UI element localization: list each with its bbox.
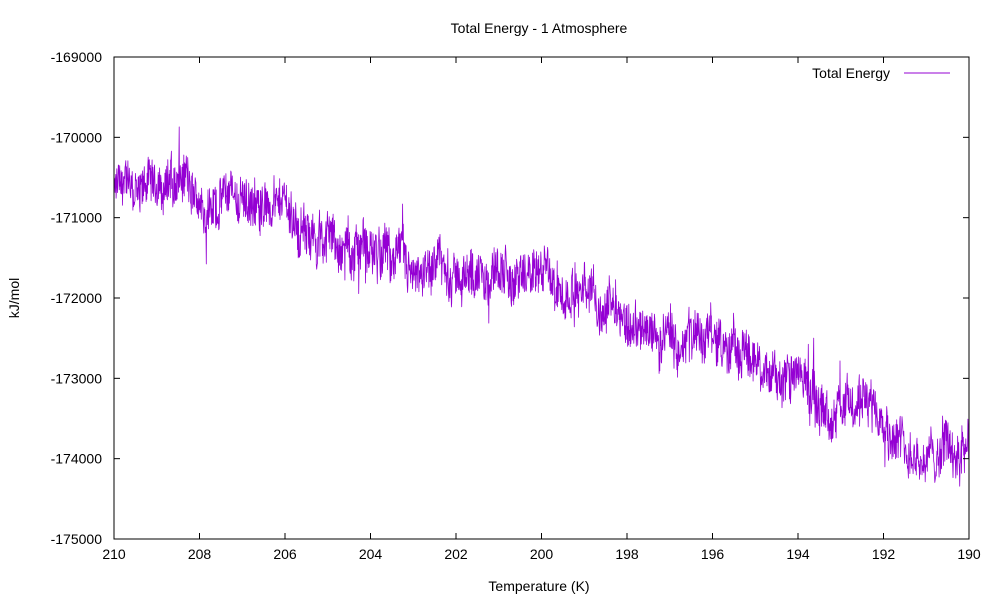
y-tick-label: -174000 — [51, 451, 103, 467]
y-tick-label: -170000 — [51, 129, 103, 145]
axis-ticks: 210 208 206 204 202 200 198 196 194 192 190 -169000… — [51, 49, 981, 562]
y-tick-label: -171000 — [51, 210, 103, 226]
x-tick-label: 196 — [701, 546, 725, 562]
x-tick-label: 190 — [957, 546, 981, 562]
x-tick-label: 202 — [444, 546, 468, 562]
y-axis-label: kJ/mol — [6, 278, 22, 318]
chart-title: Total Energy - 1 Atmosphere — [451, 20, 628, 36]
x-axis-label: Temperature (K) — [488, 578, 589, 594]
x-tick-label: 194 — [786, 546, 810, 562]
x-tick-label: 208 — [188, 546, 212, 562]
x-tick-label: 192 — [872, 546, 896, 562]
x-tick-label: 204 — [359, 546, 383, 562]
legend-label: Total Energy — [812, 65, 890, 81]
x-tick-label: 210 — [102, 546, 126, 562]
legend: Total Energy — [812, 65, 950, 81]
y-tick-label: -173000 — [51, 370, 103, 386]
x-tick-label: 206 — [273, 546, 297, 562]
y-tick-label: -175000 — [51, 531, 103, 547]
plot-frame — [113, 56, 970, 540]
x-tick-label: 200 — [530, 546, 554, 562]
x-tick-label: 198 — [615, 546, 639, 562]
y-tick-label: -169000 — [51, 49, 103, 65]
y-tick-label: -172000 — [51, 290, 103, 306]
plot-area — [113, 126, 970, 487]
series-line-total-energy — [113, 126, 970, 487]
